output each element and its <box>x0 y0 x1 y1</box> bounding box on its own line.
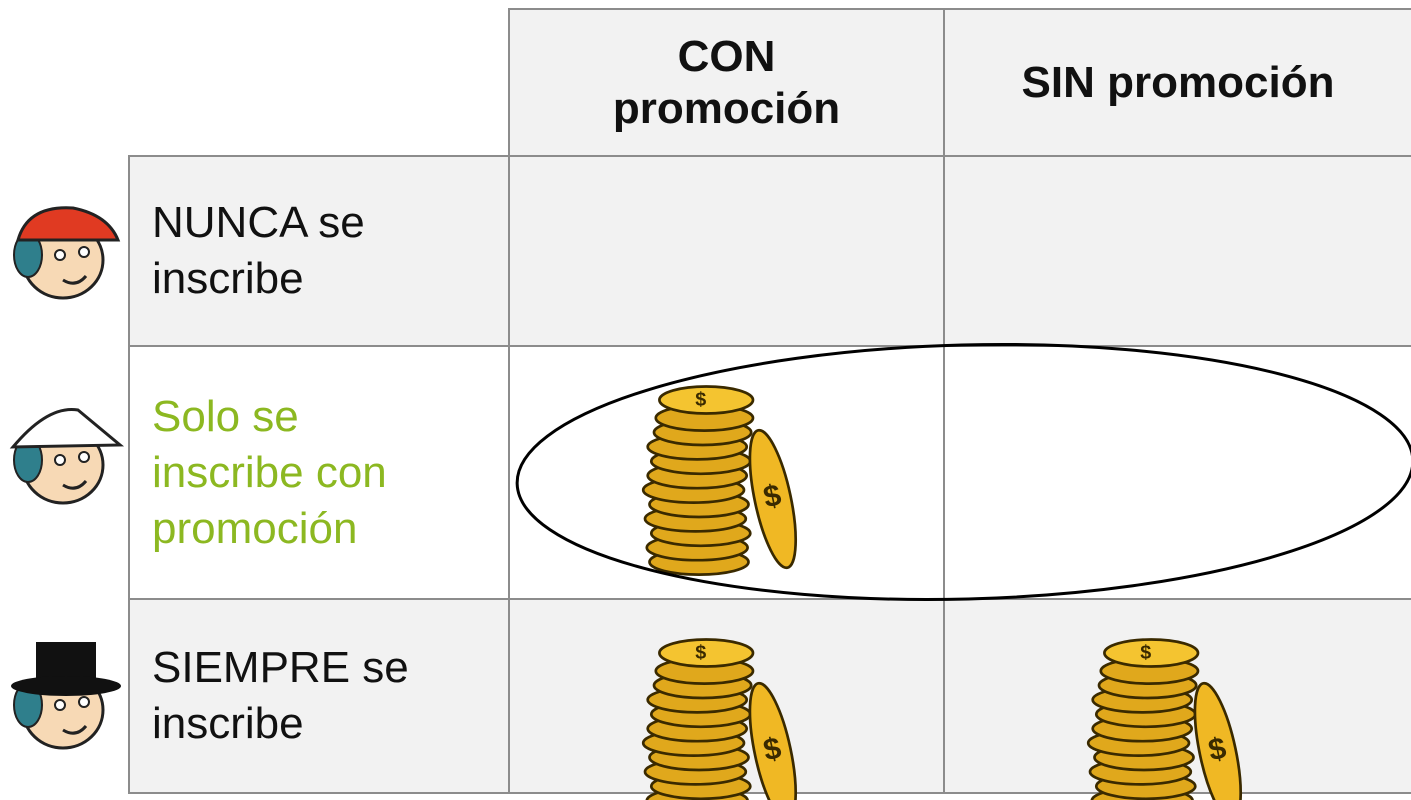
row-label: NUNCA se inscribe <box>128 155 510 347</box>
coin-stack <box>1086 638 1252 800</box>
coin-stack <box>641 385 807 576</box>
row-label: SIEMPRE se inscribe <box>128 598 510 794</box>
cell <box>508 155 945 347</box>
face-icon <box>9 407 125 505</box>
column-header: CON promoción <box>508 8 945 157</box>
face-icon <box>11 642 121 750</box>
row-label: Solo se inscribe con promoción <box>128 345 510 600</box>
cell <box>943 155 1411 347</box>
face-icon <box>12 206 121 300</box>
highlight-ellipse <box>515 343 1411 601</box>
coin-stack <box>641 638 807 800</box>
